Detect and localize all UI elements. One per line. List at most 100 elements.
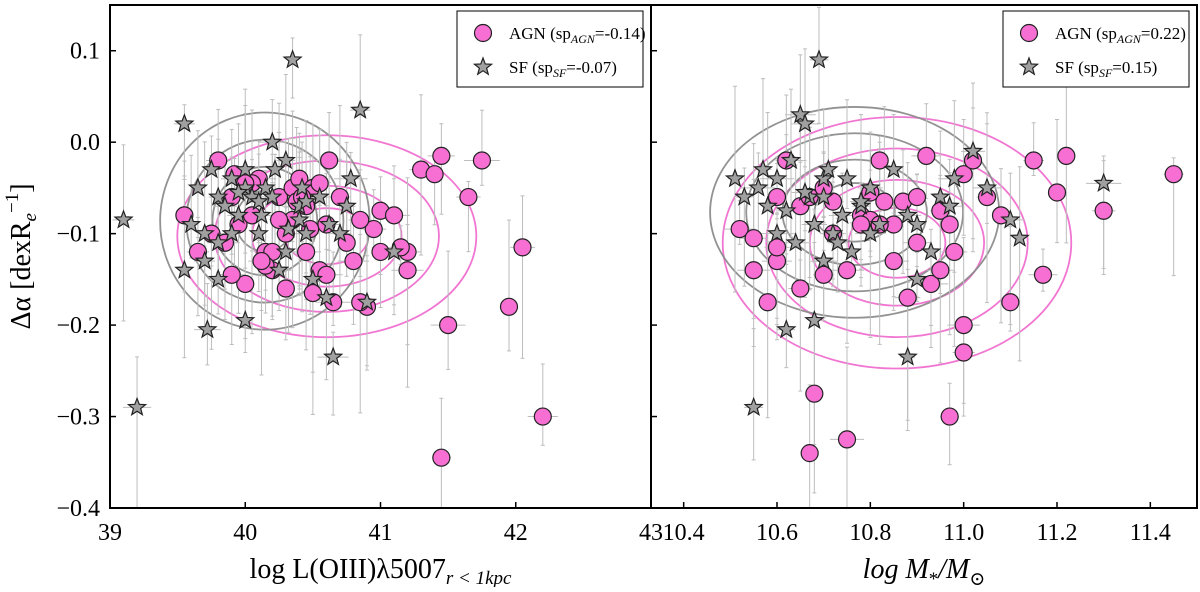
- agn-point: [317, 265, 336, 284]
- agn-point: [875, 192, 894, 211]
- x-tick-label: 10.6: [756, 520, 798, 546]
- x-tick-label: 11.2: [1036, 520, 1077, 546]
- plot-area-2: [709, 6, 1184, 508]
- sf-point: [126, 396, 148, 417]
- agn-point: [837, 430, 857, 449]
- y-tick-label: −0.1: [56, 222, 100, 248]
- agn-point: [1024, 151, 1043, 170]
- x-tick-label: 11.0: [943, 520, 984, 546]
- panel-frame-2: [650, 4, 1198, 509]
- agn-point: [364, 219, 383, 239]
- sf-point: [356, 291, 378, 311]
- sf-point: [235, 158, 256, 179]
- sf-point: [228, 181, 249, 202]
- plot-area-1: [112, 34, 558, 508]
- sf-point: [850, 190, 872, 211]
- legend-label-agn: AGN (spAGN=0.22): [1055, 24, 1186, 46]
- sf-point: [813, 250, 834, 270]
- sf-point: [813, 186, 834, 206]
- sf-point: [883, 158, 904, 179]
- sf-point: [174, 259, 195, 279]
- sf-point: [255, 177, 276, 197]
- y-tick-label: 0.1: [70, 39, 100, 65]
- y-tick-label: −0.3: [56, 405, 100, 431]
- agn-point: [730, 219, 749, 239]
- sf-point: [776, 318, 797, 339]
- x-tick-label: 11.4: [1130, 520, 1171, 546]
- agn-point: [384, 206, 404, 225]
- sf-point: [944, 168, 965, 188]
- agn-point: [767, 187, 787, 207]
- sf-point: [262, 131, 283, 151]
- sf-point: [836, 168, 858, 188]
- sf-point: [766, 222, 788, 243]
- y-tick-label: −0.2: [56, 313, 100, 339]
- agn-point: [921, 274, 941, 294]
- y-axis-label: Δα [dexRe−1]: [2, 183, 41, 329]
- agn-point: [398, 261, 417, 280]
- agn-point: [837, 261, 857, 280]
- agn-point: [499, 297, 519, 316]
- sf-point: [827, 232, 848, 252]
- agn-point: [236, 274, 255, 294]
- sf-point: [790, 104, 811, 124]
- sf-point: [235, 309, 256, 330]
- sf-point: [316, 286, 337, 307]
- agn-point: [907, 187, 927, 207]
- agn-point: [805, 384, 824, 403]
- x-tick-label: 43: [639, 520, 663, 546]
- agn-point: [533, 407, 552, 426]
- agn-point: [222, 265, 241, 284]
- sf-point: [340, 168, 361, 188]
- sf-point: [197, 318, 218, 339]
- sf-point: [329, 222, 351, 243]
- agn-point: [1033, 265, 1053, 284]
- sf-point: [289, 209, 310, 229]
- sf-point: [187, 177, 209, 197]
- x-tick-label: 10.8: [849, 520, 891, 546]
- agn-point: [758, 293, 777, 312]
- y-tick-label: 0.0: [70, 130, 100, 156]
- sf-point: [302, 268, 324, 289]
- agn-point: [351, 210, 370, 230]
- contour-agn-4: [721, 116, 1073, 370]
- sf-point: [322, 346, 344, 366]
- agn-point: [870, 151, 889, 170]
- sf-point: [318, 213, 340, 234]
- x-tick-label: 42: [504, 520, 528, 546]
- sf-point: [194, 250, 215, 270]
- agn-point: [252, 251, 271, 271]
- agn-point: [940, 407, 959, 426]
- sf-point: [208, 232, 229, 252]
- sf-point: [724, 168, 746, 188]
- sf-point: [794, 181, 816, 202]
- sf-point: [180, 213, 202, 234]
- sf-point: [734, 186, 755, 206]
- sf-point: [906, 268, 928, 289]
- sf-point: [282, 49, 303, 69]
- sf-point: [208, 186, 229, 206]
- contour-agn-3: [765, 147, 1029, 338]
- sf-point: [930, 186, 951, 206]
- agn-point: [344, 251, 363, 271]
- agn-point: [814, 265, 833, 284]
- sf-point: [194, 222, 215, 243]
- agn-point: [303, 283, 322, 303]
- sf-point: [976, 177, 998, 197]
- agn-point: [791, 279, 810, 298]
- x-axis-label: log M*/M⊙: [863, 554, 986, 587]
- sf-point: [291, 177, 313, 197]
- sf-point: [743, 396, 764, 417]
- agn-point: [320, 151, 339, 170]
- sf-point: [822, 222, 844, 243]
- agn-point: [1094, 201, 1113, 220]
- sf-point: [860, 177, 881, 197]
- agn-point: [459, 187, 478, 207]
- sf-point: [757, 195, 778, 215]
- sf-point: [897, 204, 918, 225]
- agn-point: [1047, 183, 1067, 202]
- sf-point: [804, 309, 825, 330]
- legend-agn-marker: [473, 23, 493, 43]
- agn-point: [744, 261, 763, 280]
- legend-1: AGN (spAGN=-0.14) SF (spSF=-0.07): [456, 10, 646, 88]
